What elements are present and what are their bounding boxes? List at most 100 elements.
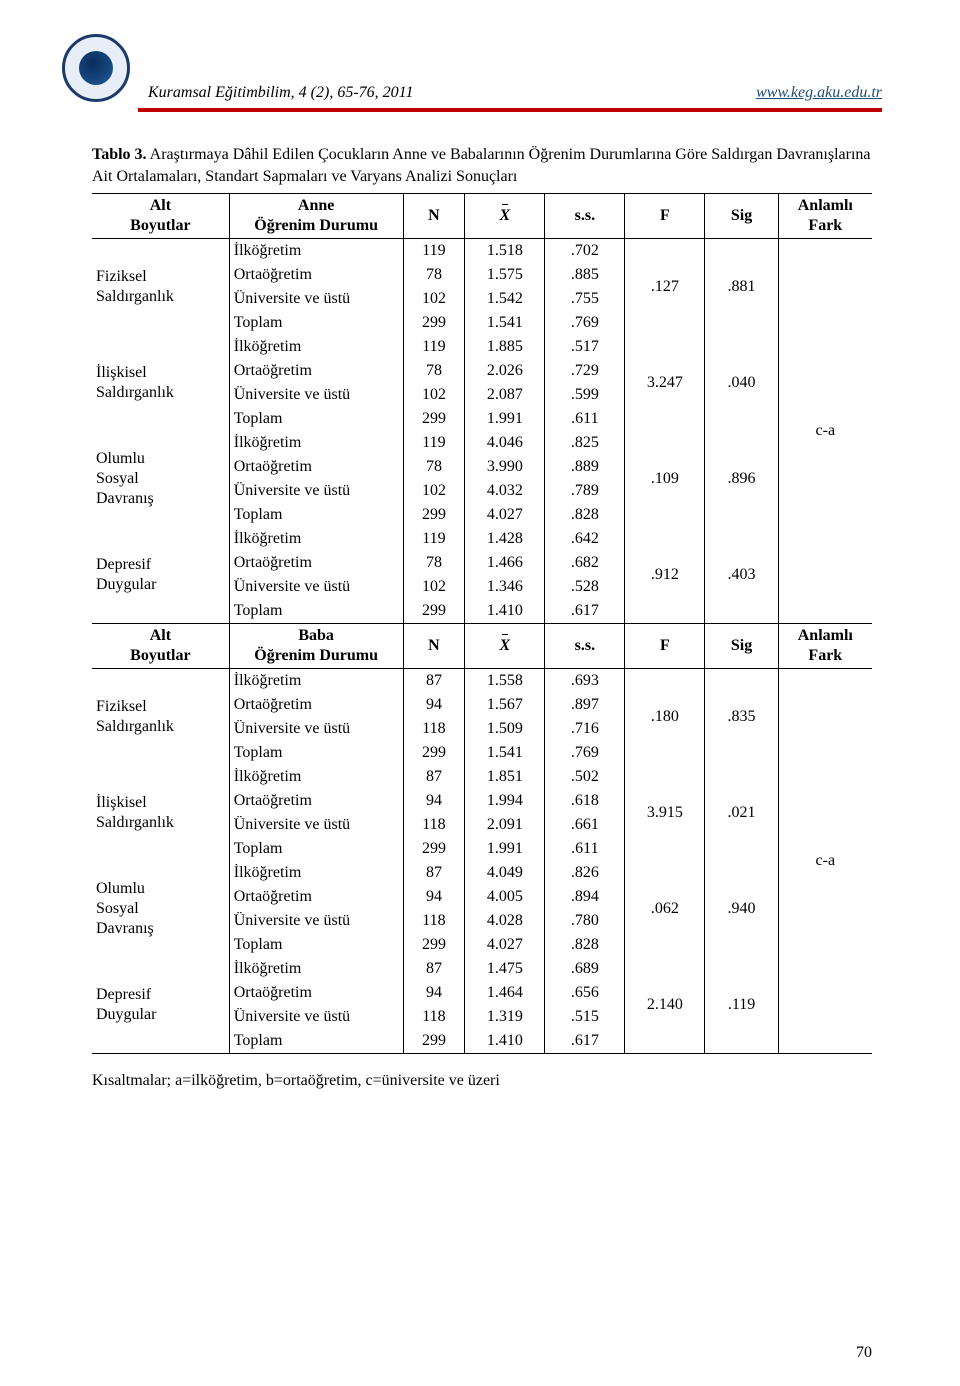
- cell-n: 94: [403, 981, 465, 1005]
- cell-sd: .716: [545, 717, 625, 741]
- subscale-label: FizikselSaldırganlık: [92, 669, 229, 766]
- level-label: Üniversite ve üstü: [229, 383, 403, 407]
- cell-n: 119: [403, 527, 465, 551]
- level-label: Toplam: [229, 407, 403, 431]
- col-header-x: X: [465, 194, 545, 239]
- subscale-label: FizikselSaldırganlık: [92, 239, 229, 336]
- header-citation: Kuramsal Eğitimbilim, 4 (2), 65-76, 2011: [148, 84, 413, 102]
- header-link[interactable]: www.keg.aku.edu.tr: [756, 84, 882, 102]
- cell-sd: .611: [545, 407, 625, 431]
- cell-n: 78: [403, 455, 465, 479]
- cell-F: .062: [625, 861, 705, 957]
- cell-sd: .729: [545, 359, 625, 383]
- cell-sig: .835: [705, 669, 778, 766]
- cell-mean: 1.464: [465, 981, 545, 1005]
- subscale-label: İlişkiselSaldırganlık: [92, 335, 229, 431]
- level-label: Ortaöğretim: [229, 359, 403, 383]
- col-header-n: N: [403, 194, 465, 239]
- cell-sd: .617: [545, 1029, 625, 1054]
- cell-sd: .828: [545, 503, 625, 527]
- cell-mean: 1.542: [465, 287, 545, 311]
- cell-mean: 1.541: [465, 311, 545, 335]
- subscale-label: DepresifDuygular: [92, 957, 229, 1054]
- col-header-x: X: [465, 624, 545, 669]
- cell-mean: 1.475: [465, 957, 545, 981]
- table-row: İlişkiselSaldırganlıkİlköğretim1191.885.…: [92, 335, 872, 359]
- level-label: İlköğretim: [229, 957, 403, 981]
- cell-n: 87: [403, 669, 465, 694]
- cell-sd: .780: [545, 909, 625, 933]
- level-label: İlköğretim: [229, 239, 403, 264]
- cell-F: 3.247: [625, 335, 705, 431]
- cell-n: 119: [403, 239, 465, 264]
- level-label: İlköğretim: [229, 335, 403, 359]
- cell-F: .180: [625, 669, 705, 766]
- level-label: İlköğretim: [229, 765, 403, 789]
- subscale-label: OlumluSosyalDavranış: [92, 431, 229, 527]
- cell-sd: .502: [545, 765, 625, 789]
- cell-mean: 1.518: [465, 239, 545, 264]
- cell-F: 2.140: [625, 957, 705, 1054]
- page: Kuramsal Eğitimbilim, 4 (2), 65-76, 2011…: [0, 0, 960, 1386]
- cell-F: 3.915: [625, 765, 705, 861]
- level-label: Üniversite ve üstü: [229, 479, 403, 503]
- cell-mean: 1.575: [465, 263, 545, 287]
- cell-sd: .769: [545, 741, 625, 765]
- running-header: Kuramsal Eğitimbilim, 4 (2), 65-76, 2011…: [62, 34, 882, 112]
- cell-mean: 1.851: [465, 765, 545, 789]
- cell-mean: 4.049: [465, 861, 545, 885]
- cell-sd: .617: [545, 599, 625, 624]
- level-label: İlköğretim: [229, 431, 403, 455]
- header-underline: [138, 108, 882, 112]
- level-label: Toplam: [229, 1029, 403, 1054]
- cell-mean: 1.558: [465, 669, 545, 694]
- table-row: OlumluSosyalDavranışİlköğretim1194.046.8…: [92, 431, 872, 455]
- cell-sd: .825: [545, 431, 625, 455]
- table-row: OlumluSosyalDavranışİlköğretim874.049.82…: [92, 861, 872, 885]
- table-caption-text: Araştırmaya Dâhil Edilen Çocukların Anne…: [92, 146, 871, 185]
- cell-sd: .702: [545, 239, 625, 264]
- col-header-parent: BabaÖğrenim Durumu: [229, 624, 403, 669]
- cell-mean: 4.028: [465, 909, 545, 933]
- level-label: İlköğretim: [229, 527, 403, 551]
- cell-sig: .021: [705, 765, 778, 861]
- cell-sd: .689: [545, 957, 625, 981]
- cell-n: 78: [403, 551, 465, 575]
- level-label: Üniversite ve üstü: [229, 813, 403, 837]
- cell-n: 299: [403, 837, 465, 861]
- cell-n: 299: [403, 741, 465, 765]
- cell-sig: .119: [705, 957, 778, 1054]
- cell-n: 87: [403, 861, 465, 885]
- level-label: Ortaöğretim: [229, 981, 403, 1005]
- cell-F: .127: [625, 239, 705, 336]
- cell-mean: 1.991: [465, 407, 545, 431]
- subscale-label: İlişkiselSaldırganlık: [92, 765, 229, 861]
- col-header-fark: AnlamlıFark: [778, 194, 872, 239]
- level-label: İlköğretim: [229, 861, 403, 885]
- cell-n: 118: [403, 813, 465, 837]
- cell-n: 299: [403, 599, 465, 624]
- page-number: 70: [856, 1344, 872, 1362]
- cell-sd: .755: [545, 287, 625, 311]
- level-label: Toplam: [229, 933, 403, 957]
- table-row: FizikselSaldırganlıkİlköğretim1191.518.7…: [92, 239, 872, 264]
- cell-mean: 1.509: [465, 717, 545, 741]
- cell-n: 119: [403, 431, 465, 455]
- col-header-fark: AnlamlıFark: [778, 624, 872, 669]
- cell-sd: .889: [545, 455, 625, 479]
- col-header-sig: Sig: [705, 624, 778, 669]
- cell-n: 102: [403, 575, 465, 599]
- cell-mean: 4.046: [465, 431, 545, 455]
- col-header-f: F: [625, 194, 705, 239]
- cell-mean: 1.410: [465, 1029, 545, 1054]
- cell-sd: .828: [545, 933, 625, 957]
- cell-sd: .885: [545, 263, 625, 287]
- cell-sig: .896: [705, 431, 778, 527]
- level-label: Üniversite ve üstü: [229, 1005, 403, 1029]
- table-row: DepresifDuygularİlköğretim871.475.6892.1…: [92, 957, 872, 981]
- level-label: Ortaöğretim: [229, 885, 403, 909]
- cell-sd: .769: [545, 311, 625, 335]
- cell-mean: 4.032: [465, 479, 545, 503]
- cell-n: 94: [403, 885, 465, 909]
- cell-F: .109: [625, 431, 705, 527]
